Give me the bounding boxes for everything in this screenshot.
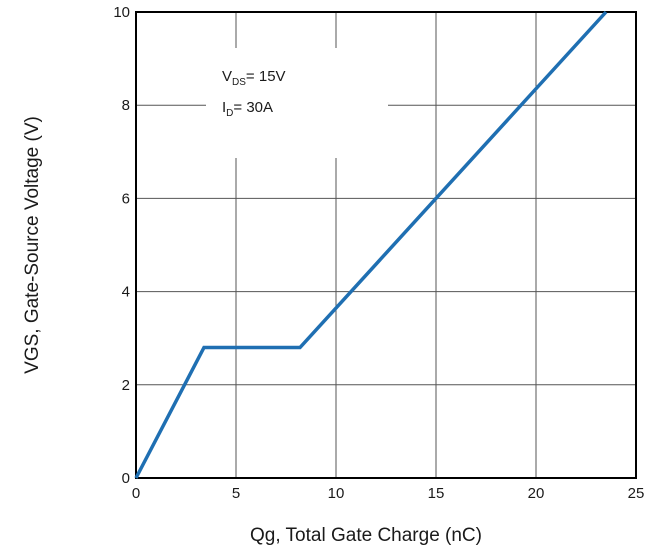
series-line-0 <box>134 10 608 479</box>
y-tick-label: 0 <box>122 470 130 487</box>
y-tick-label: 2 <box>122 377 130 394</box>
plot-frame <box>135 11 637 479</box>
y-tick-label: 10 <box>113 4 130 21</box>
x-tick-label: 15 <box>428 485 445 502</box>
x-tick-label: 0 <box>132 485 140 502</box>
x-tick-label: 20 <box>528 485 545 502</box>
x-tick-label: 25 <box>628 485 645 502</box>
x-tick-label: 10 <box>328 485 345 502</box>
annotation-background <box>206 48 388 158</box>
series-layer <box>134 10 608 479</box>
y-tick-label: 6 <box>122 190 130 207</box>
x-tick-label: 5 <box>232 485 240 502</box>
y-tick-label: 4 <box>122 284 130 301</box>
x-axis-title: Qg, Total Gate Charge (nC) <box>250 525 482 546</box>
y-axis-title: VGS, Gate-Source Voltage (V) <box>22 116 43 374</box>
annotation-vds: VDS= 15V <box>222 68 286 88</box>
tick-labels: 0 5 10 15 20 25 0 2 4 6 8 10 <box>113 4 644 502</box>
y-tick-label: 8 <box>122 97 130 114</box>
annotation-id: ID= 30A <box>222 99 273 119</box>
